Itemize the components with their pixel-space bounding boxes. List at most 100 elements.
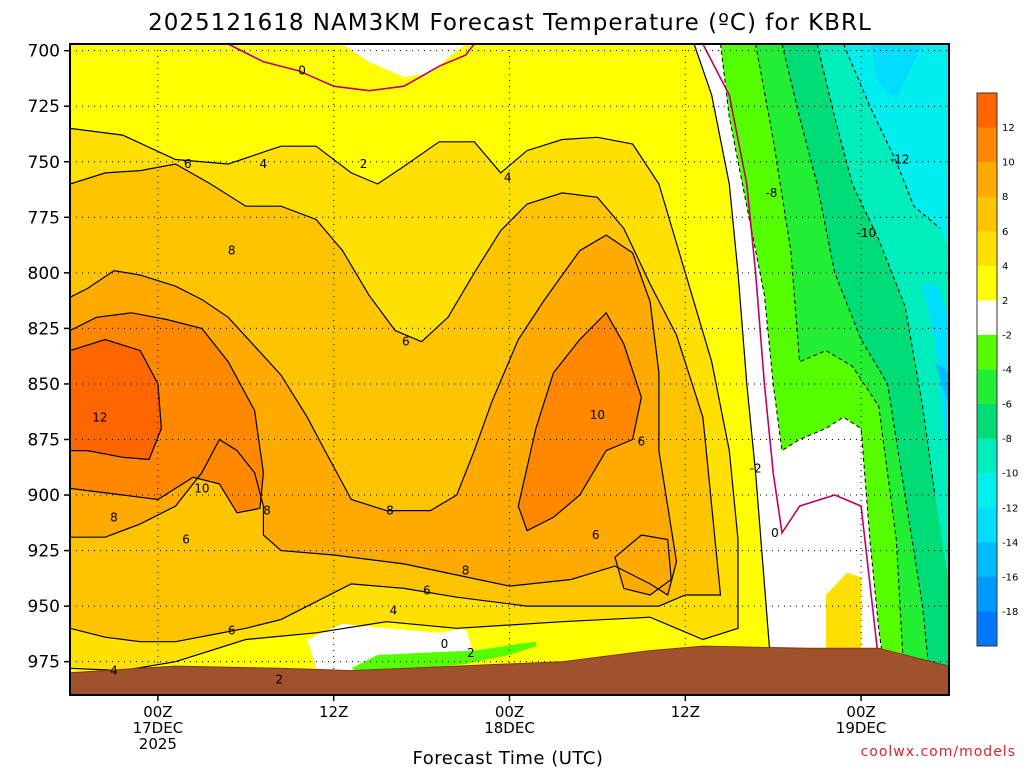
x-axis-title: Forecast Time (UTC) [413,748,604,768]
x-tick-label: 00Z [143,703,172,721]
contour-line-negative [843,44,941,229]
colorbar-label: -8 [1002,434,1012,445]
fill-level-10-b [518,312,642,531]
colorbar-label: -10 [1002,469,1018,480]
y-tick-label: 775 [28,208,60,228]
contour-label: 4 [260,157,268,171]
contour-label: 4 [390,604,398,618]
colorbar-frame [976,92,998,647]
x-tick-label: 12Z [319,703,348,721]
colorbar-bin [977,162,997,198]
contour-label: 4 [110,664,118,678]
fill-minus12 [843,44,949,251]
contour-label: 8 [386,504,394,518]
colorbar-bin [977,334,997,370]
fill-level-12 [70,339,162,460]
colorbar-label: -2 [1002,330,1012,341]
y-axis: 700 725 750 775 800 825 850 875 900 925 950 975 [28,42,70,673]
colorbar-bin [977,611,997,647]
y-tick-label: 800 [28,264,60,284]
contour-label: 6 [402,335,410,349]
colorbar-label: -16 [1002,572,1018,583]
contour-label: 8 [462,564,470,578]
contour-label: 10 [194,481,209,495]
contour-label: 0 [298,64,306,78]
fill-level-8-b [615,535,672,595]
y-tick-label: 825 [28,319,60,339]
fill-minus14 [869,44,923,100]
contour-line-extra [614,534,672,596]
colorbar-bin [977,231,997,267]
colorbar-label: -12 [1002,503,1018,514]
y-tick-label: 950 [28,597,60,617]
contour-label: 6 [423,584,431,598]
contour-label: 2 [275,672,283,686]
freezing-line [227,44,475,92]
contour-label: -12 [890,153,910,167]
contour-line-negative [816,44,936,496]
colorbar-label: -18 [1002,607,1018,618]
y-tick-label: 975 [28,653,60,673]
x-tick-label: 00Z [495,703,524,721]
contour-label: 8 [228,244,236,258]
colorbar-bin [977,369,997,405]
colorbar-label: -14 [1002,538,1018,549]
colorbar-bin [977,507,997,543]
colorbar-bin [977,127,997,163]
contour-lines [70,44,941,695]
contour-labels: 0 2 4 6 4 -12 -8 -10 8 6 12 10 6 -2 10 8 8 8 6 6 0 8 6 4 6 0 2 4 2 [92,64,909,687]
plot-area [70,44,949,695]
contour-label: 6 [638,435,646,449]
fill-level-4-b [825,572,862,662]
contour-label: 6 [592,528,600,542]
terrain [70,645,949,695]
x-tick-label: 19DEC [836,719,887,737]
colorbar-label: 4 [1002,261,1008,272]
x-tick-label: 12Z [671,703,700,721]
contour-label: 8 [110,510,118,524]
contour-line-extra [70,338,163,461]
contour-label: 8 [263,504,271,518]
contour-label: 12 [92,410,107,424]
y-tick-label: 750 [28,153,60,173]
contour-line-negative [755,44,906,695]
contour-label: -2 [750,461,762,475]
colorbar-bin [977,265,997,301]
y-tick-label: 850 [28,375,60,395]
colorbar-label: 12 [1002,123,1015,134]
colorbar-bin [977,93,997,129]
x-tick-label: 2025 [139,735,177,753]
freezing-line [702,44,889,695]
contour-line-8 [70,234,678,596]
fill-minus16 [934,361,949,407]
contour-line-4 [70,127,739,672]
x-tick-label: 17DEC [133,719,184,737]
x-tick-label: 00Z [846,703,875,721]
contour-label: 4 [504,170,512,184]
contour-label: 6 [184,157,192,171]
contour-label: -10 [857,226,877,240]
contour-line-negative [720,44,888,695]
colorbar-bin [977,300,997,336]
colorbar-label: 10 [1002,158,1015,169]
contour-label: 10 [590,408,605,422]
colorbar-bin [977,473,997,509]
terrain-ground [70,645,949,695]
colorbar-label: -6 [1002,400,1012,411]
colorbar-label: 6 [1002,227,1008,238]
fill-minus14-b [922,284,949,473]
contour-label: 0 [441,637,449,651]
y-tick-label: 700 [28,42,60,62]
y-tick-label: 725 [28,97,60,117]
colorbar-bin [977,404,997,440]
colorbar-label: 2 [1002,296,1008,307]
colorbar-bin [977,542,997,578]
contour-line-6 [70,163,722,643]
contour-line-extra [517,311,643,532]
y-tick-label: 925 [28,542,60,562]
colorbar-label: 8 [1002,192,1008,203]
contour-line-extra [70,312,265,514]
credit-text: coolwx.com/models [861,744,1016,760]
colorbar: 12 10 8 6 4 2 -2 -4 -6 -8 -10 -12 -14 -16 -18 [976,92,1018,647]
